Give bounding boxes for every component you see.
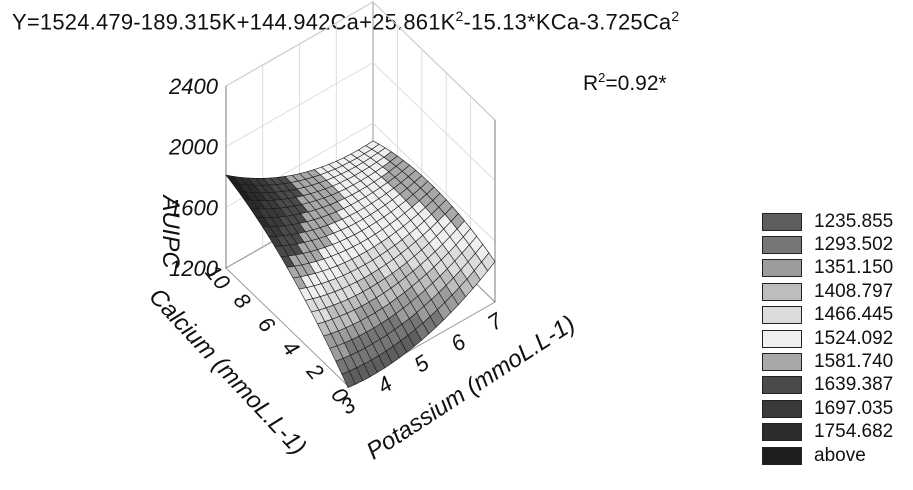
legend-swatch — [762, 423, 802, 442]
equation-prefix: Y=1524.479-189.315K+144.942Ca+25.861K — [12, 9, 456, 35]
legend-swatch — [762, 446, 802, 465]
z-tick-label: 1600 — [169, 195, 219, 220]
r2-sup: 2 — [598, 70, 606, 85]
legend-item: 1235.855 — [762, 210, 893, 233]
legend-label: 1697.035 — [814, 397, 894, 419]
r2-value: =0.92* — [605, 72, 667, 95]
legend-label: 1293.502 — [814, 234, 894, 256]
legend-item: 1581.740 — [762, 350, 893, 373]
legend-label: 1408.797 — [814, 280, 894, 302]
legend-label: 1754.682 — [814, 421, 894, 443]
surface-cell — [341, 370, 356, 388]
y-tick-label: 6 — [253, 312, 281, 338]
legend-swatch — [762, 376, 802, 395]
legend-label: 1524.092 — [814, 327, 894, 349]
r-squared-annotation: R2=0.92* — [583, 70, 667, 96]
legend-swatch — [762, 399, 802, 418]
legend: 1235.855 1293.502 1351.150 1408.797 1466.445… — [762, 210, 893, 467]
legend-swatch — [762, 353, 802, 372]
legend-item: 1697.035 — [762, 397, 893, 420]
legend-label: 1639.387 — [814, 374, 894, 396]
legend-item: 1466.445 — [762, 304, 893, 327]
z-tick-label: 2400 — [168, 74, 219, 99]
legend-swatch — [762, 329, 802, 348]
legend-label: 1466.445 — [814, 304, 894, 326]
legend-item: 1351.150 — [762, 257, 893, 280]
y-tick-label: 4 — [277, 335, 304, 360]
x-tick-label: 5 — [409, 349, 434, 377]
legend-swatch — [762, 306, 802, 325]
legend-swatch — [762, 282, 802, 301]
legend-item: 1408.797 — [762, 280, 893, 303]
legend-swatch — [762, 212, 802, 231]
legend-item: 1754.682 — [762, 421, 893, 444]
y-tick-label: 8 — [229, 288, 257, 314]
equation-mid: -15.13*KCa-3.725Ca — [463, 9, 672, 35]
legend-swatch — [762, 259, 802, 278]
legend-label: above — [814, 444, 866, 466]
z-tick-label: 1200 — [169, 256, 219, 281]
legend-label: 1235.855 — [814, 210, 894, 232]
legend-item: 1293.502 — [762, 233, 893, 256]
legend-item: 1639.387 — [762, 374, 893, 397]
z-axis-title: AUIPC — [157, 193, 184, 269]
response-surface — [225, 140, 496, 388]
gridline — [225, 1, 496, 121]
x-tick-label: 3 — [336, 391, 361, 419]
y-axis-title: Calcium (mmoL.L-1) — [143, 283, 311, 460]
equation-sup-2: 2 — [671, 8, 680, 24]
gridline — [225, 62, 496, 181]
r2-prefix: R — [583, 72, 599, 95]
legend-label: 1351.150 — [814, 257, 894, 279]
equation-sup-1: 2 — [455, 8, 464, 24]
legend-swatch — [762, 236, 802, 255]
x-tick-label: 4 — [373, 371, 397, 399]
legend-item: above — [762, 444, 893, 467]
y-tick-label: 2 — [301, 358, 329, 384]
equation-title: Y=1524.479-189.315K+144.942Ca+25.861K2-1… — [12, 8, 679, 35]
legend-label: 1581.740 — [814, 351, 894, 373]
x-tick-label: 6 — [446, 328, 471, 356]
z-tick-label: 2000 — [168, 135, 219, 160]
legend-item: 1524.092 — [762, 327, 893, 350]
x-tick-label: 7 — [483, 307, 508, 335]
